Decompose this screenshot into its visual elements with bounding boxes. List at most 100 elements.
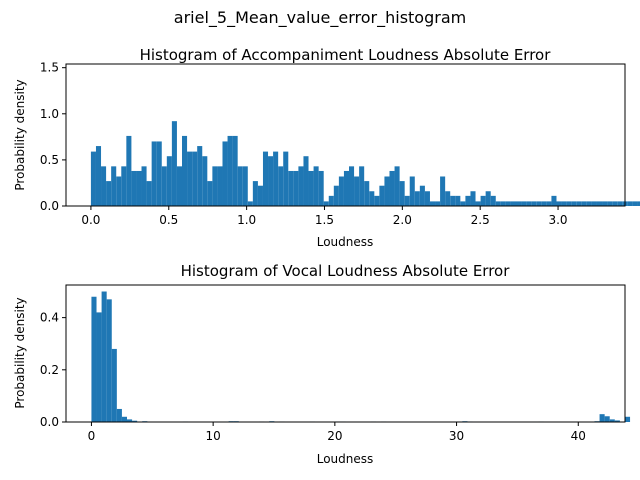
vocal-histogram-bar [624, 416, 631, 422]
accompaniment-histogram-bar [440, 176, 446, 206]
accompaniment-x-tick-label: 1.0 [237, 213, 256, 227]
accompaniment-histogram-bar [232, 135, 238, 206]
accompaniment-histogram-bar [617, 201, 623, 206]
accompaniment-histogram-bar [450, 195, 456, 206]
accompaniment-histogram-bar [510, 201, 516, 206]
vocal-y-tick-label: 0.2 [40, 363, 59, 377]
vocal-x-tick-label: 30 [449, 429, 464, 443]
vocal-histogram-bar [121, 416, 127, 422]
accompaniment-histogram-bar [151, 141, 157, 206]
vocal-histogram-title: Histogram of Vocal Loudness Absolute Err… [181, 262, 511, 280]
vocal-plot-frame [65, 284, 626, 423]
vocal-x-ticks: 0 10 20 30 40 [88, 422, 586, 443]
accompaniment-histogram-bar [500, 201, 506, 206]
accompaniment-histogram-bar [237, 166, 243, 206]
accompaniment-histogram-bar [384, 176, 390, 206]
vocal-histogram-bar [599, 414, 605, 422]
figure-suptitle: ariel_5_Mean_value_error_histogram [174, 8, 466, 28]
accompaniment-histogram-bar [187, 151, 193, 206]
accompaniment-histogram-bar [303, 156, 309, 206]
accompaniment-histogram-bar [166, 156, 172, 206]
accompaniment-histogram-axes: Histogram of Accompaniment Loudness Abso… [13, 46, 640, 249]
accompaniment-x-tick-label: 0.0 [81, 213, 100, 227]
accompaniment-plot-frame [65, 63, 626, 207]
accompaniment-histogram-bar [586, 201, 592, 206]
accompaniment-histogram-bar [455, 195, 461, 206]
accompaniment-histogram-bar [612, 201, 618, 206]
accompaniment-histogram-bar [106, 181, 112, 206]
accompaniment-histogram-bar [419, 185, 425, 206]
accompaniment-x-tick-label: 2.0 [393, 213, 412, 227]
accompaniment-histogram-bar [262, 151, 269, 206]
vocal-histogram-bar [614, 420, 620, 422]
accompaniment-histogram-bar [546, 201, 552, 206]
accompaniment-histogram-bar [313, 166, 319, 206]
accompaniment-y-tick-label: 1.5 [40, 61, 59, 75]
accompaniment-histogram-bar [429, 201, 436, 206]
accompaniment-histogram-bar [541, 201, 547, 206]
accompaniment-histogram-bar [475, 201, 481, 206]
accompaniment-y-tick-label: 1.0 [40, 107, 59, 121]
accompaniment-histogram-bar [485, 191, 491, 206]
accompaniment-histogram-bar [328, 195, 334, 206]
accompaniment-y-ticks: 0.0 0.5 1.0 1.5 [40, 61, 66, 213]
accompaniment-histogram-bar [212, 166, 218, 206]
accompaniment-histogram-bar [409, 176, 415, 206]
accompaniment-histogram-bar [116, 176, 122, 206]
accompaniment-histogram-bar [596, 201, 603, 206]
accompaniment-histogram-bar [242, 166, 248, 206]
accompaniment-histogram-bar [146, 181, 152, 206]
accompaniment-histogram-bar [222, 141, 228, 206]
accompaniment-histogram-bar [516, 201, 522, 206]
accompaniment-x-tick-label: 2.5 [471, 213, 490, 227]
vocal-histogram-bar [609, 419, 615, 422]
accompaniment-histogram-bar [278, 166, 284, 206]
vocal-histogram-bar [106, 299, 112, 422]
vocal-x-tick-label: 20 [327, 429, 342, 443]
accompaniment-histogram-bar [283, 151, 289, 206]
accompaniment-histogram-bar [480, 195, 486, 206]
accompaniment-histogram-bar [257, 185, 263, 206]
accompaniment-histogram-bar [252, 181, 258, 206]
accompaniment-histogram-bar [591, 201, 597, 206]
accompaniment-histogram-bar [424, 191, 430, 206]
vocal-histogram-bar [132, 420, 138, 422]
accompaniment-histogram-bar [404, 195, 410, 206]
accompaniment-histogram-bar [526, 201, 532, 206]
vocal-histogram-bar [127, 419, 133, 422]
accompaniment-histogram-bar [333, 185, 339, 206]
accompaniment-histogram-bar [338, 176, 344, 206]
accompaniment-histogram-bar [293, 170, 299, 206]
accompaniment-histogram-bar [308, 170, 314, 206]
vocal-x-axis-label: Loudness [317, 452, 374, 466]
accompaniment-histogram-bar [607, 201, 613, 206]
accompaniment-histogram-bar [521, 201, 527, 206]
accompaniment-histogram-bar [576, 201, 582, 206]
accompaniment-histogram-bar [435, 201, 441, 206]
accompaniment-histogram-bar [192, 151, 198, 206]
accompaniment-histogram-bar [202, 156, 208, 206]
accompaniment-histogram-bar [394, 166, 400, 206]
accompaniment-histogram-bar [217, 166, 223, 206]
accompaniment-histogram-bar [268, 156, 274, 206]
vocal-histogram-axes: Histogram of Vocal Loudness Absolute Err… [13, 262, 631, 466]
accompaniment-histogram-bar [374, 195, 380, 206]
vocal-histogram-bars [91, 291, 631, 423]
accompaniment-histogram-bar [90, 151, 96, 206]
accompaniment-histogram-bar [602, 201, 608, 206]
accompaniment-histogram-bar [176, 166, 182, 206]
accompaniment-x-tick-label: 1.5 [315, 213, 334, 227]
accompaniment-histogram-bar [354, 176, 360, 206]
vocal-x-tick-label: 10 [206, 429, 221, 443]
accompaniment-histogram-bar [323, 201, 329, 206]
accompaniment-histogram-bar [121, 166, 127, 206]
accompaniment-histogram-title: Histogram of Accompaniment Loudness Abso… [140, 46, 552, 64]
accompaniment-histogram-bar [343, 170, 349, 206]
accompaniment-histogram-bar [136, 170, 142, 206]
accompaniment-y-tick-label: 0.5 [40, 153, 59, 167]
vocal-y-axis-label: Probability density [13, 297, 27, 408]
accompaniment-histogram-bar [414, 191, 420, 206]
accompaniment-histogram-bar [399, 181, 405, 206]
accompaniment-histogram-bar [227, 135, 233, 206]
